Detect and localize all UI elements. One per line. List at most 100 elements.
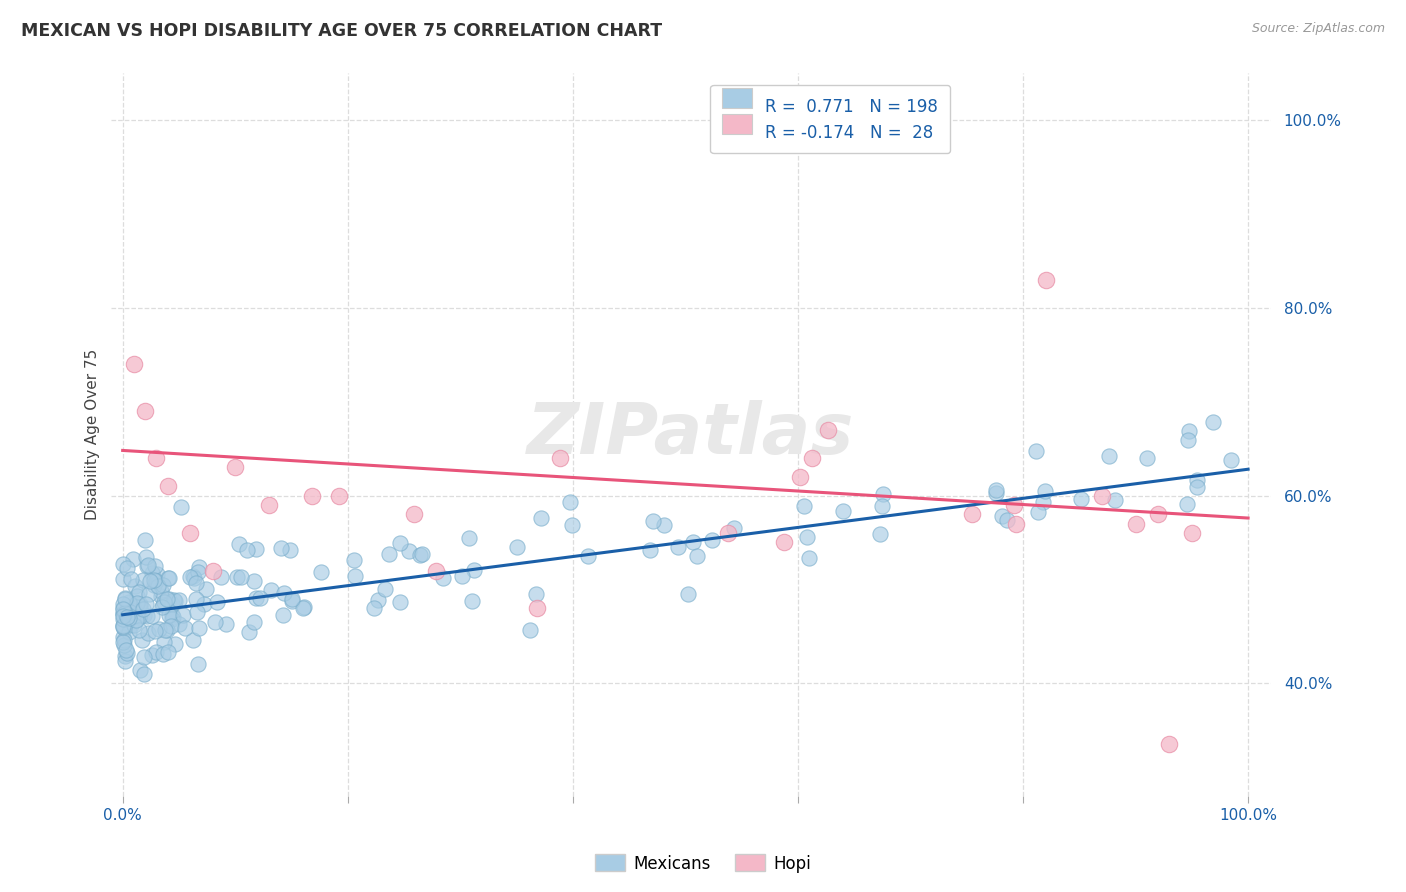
Point (152, 647, 174, 661)
Point (134, 607, 156, 622)
Point (1202, 415, 1225, 429)
Point (1002, 498, 1025, 512)
Text: MEXICAN VS HOPI DISABILITY AGE OVER 75 CORRELATION CHART: MEXICAN VS HOPI DISABILITY AGE OVER 75 C… (21, 22, 662, 40)
Point (159, 619, 181, 633)
Point (1005, 516, 1028, 531)
Point (409, 548, 432, 562)
Point (215, 616, 238, 631)
Point (281, 594, 304, 608)
Point (236, 543, 259, 558)
Point (458, 531, 481, 545)
Point (432, 571, 454, 585)
Point (425, 564, 447, 578)
Point (114, 591, 136, 606)
Point (960, 508, 983, 522)
Point (111, 607, 134, 621)
Point (238, 624, 260, 639)
Point (1177, 433, 1199, 447)
Point (181, 568, 204, 582)
Point (281, 592, 304, 607)
Point (723, 521, 745, 535)
Point (1033, 484, 1056, 499)
Point (111, 612, 134, 626)
Point (125, 613, 148, 627)
Point (869, 527, 891, 541)
Point (114, 648, 136, 663)
Point (257, 498, 280, 512)
Point (643, 514, 665, 528)
Point (344, 569, 367, 583)
Point (156, 591, 179, 606)
Point (111, 635, 134, 649)
Point (506, 541, 529, 555)
Point (170, 500, 193, 514)
Point (155, 623, 177, 637)
Point (872, 486, 894, 500)
Point (145, 450, 167, 465)
Point (157, 571, 180, 585)
Point (1159, 737, 1181, 751)
Point (124, 579, 146, 593)
Point (796, 530, 818, 544)
Point (526, 587, 548, 601)
Point (142, 573, 165, 587)
Point (117, 610, 139, 624)
Point (225, 570, 247, 584)
Point (363, 601, 385, 615)
Point (149, 589, 172, 603)
Point (141, 648, 163, 663)
Point (128, 599, 150, 613)
Point (245, 591, 267, 605)
Point (209, 570, 232, 584)
Point (1070, 491, 1092, 506)
Point (112, 619, 135, 633)
Point (374, 582, 396, 596)
Point (167, 617, 190, 632)
Point (181, 632, 204, 647)
Point (114, 607, 136, 621)
Point (129, 600, 152, 615)
Point (1175, 497, 1198, 511)
Point (389, 595, 412, 609)
Point (183, 571, 205, 585)
Point (260, 582, 283, 597)
Point (685, 549, 707, 563)
Point (558, 495, 581, 509)
Point (135, 597, 157, 611)
Point (717, 526, 740, 541)
Point (163, 593, 186, 607)
Point (301, 489, 323, 503)
Point (179, 526, 201, 541)
Point (224, 460, 246, 475)
Point (652, 518, 675, 533)
Point (114, 654, 136, 668)
Point (205, 594, 228, 608)
Point (461, 594, 484, 608)
Point (245, 542, 267, 557)
Point (128, 610, 150, 624)
Point (160, 607, 183, 622)
Point (342, 553, 364, 567)
Point (152, 598, 174, 612)
Point (162, 610, 184, 624)
Point (249, 591, 271, 606)
Point (156, 479, 179, 493)
Point (328, 489, 350, 503)
Point (122, 552, 145, 566)
Point (676, 586, 699, 600)
Point (112, 633, 135, 648)
Point (411, 547, 433, 561)
Point (271, 607, 294, 622)
Point (143, 624, 166, 638)
Point (114, 591, 136, 606)
Point (153, 634, 176, 648)
Point (146, 578, 169, 592)
Point (389, 536, 412, 550)
Point (398, 544, 420, 558)
Point (1104, 493, 1126, 508)
Point (149, 583, 172, 598)
Point (127, 596, 149, 610)
Point (772, 535, 794, 549)
Point (150, 599, 173, 614)
Point (120, 618, 142, 632)
